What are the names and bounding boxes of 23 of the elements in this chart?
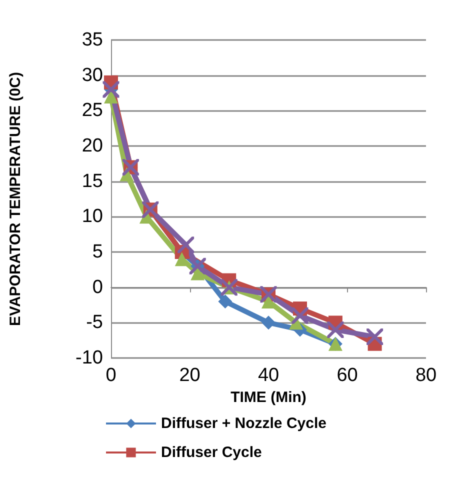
y-tick-label: 20 [82, 136, 103, 156]
point [190, 266, 205, 280]
y-tick-label: -10 [76, 348, 103, 368]
y-tick-label: 5 [92, 242, 103, 262]
x-tick-label: 40 [258, 365, 280, 386]
y-tick-label: 15 [82, 170, 103, 192]
point [218, 294, 232, 308]
y-tick-label: 30 [82, 64, 103, 86]
y-tick-label: 0 [92, 276, 103, 298]
legend-label: Diffuser + Nozzle Cycle [161, 415, 326, 432]
y-axis-title: EVAPORATOR TEMPERATURE (0C) [7, 72, 24, 326]
x-tick-label: 80 [415, 365, 437, 386]
x-tick-label: 60 [336, 365, 358, 386]
y-tick-label: 10 [82, 206, 103, 228]
y-tick-label: 25 [82, 100, 103, 122]
legend-label: Diffuser Cycle [161, 444, 262, 461]
y-tick-label: 35 [82, 30, 103, 50]
x-tick-label: 20 [179, 365, 200, 386]
point [262, 316, 276, 330]
point [104, 90, 118, 104]
x-tick-label: 0 [106, 365, 116, 386]
x-axis-title: TIME (Min) [230, 388, 306, 406]
y-tick-label: -5 [86, 312, 103, 334]
